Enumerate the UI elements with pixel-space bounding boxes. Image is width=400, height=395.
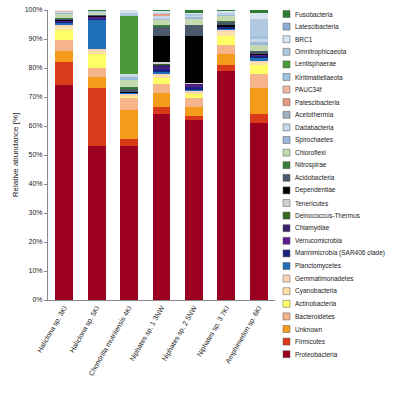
svg-text:Dadabacteria: Dadabacteria	[295, 124, 334, 131]
svg-text:Haliclona sp. 5KI: Haliclona sp. 5KI	[68, 305, 101, 355]
svg-text:Bacteroidetes: Bacteroidetes	[295, 313, 335, 320]
svg-text:Unknown: Unknown	[295, 326, 322, 333]
svg-text:Nitrospirae: Nitrospirae	[295, 161, 327, 169]
svg-text:80%: 80%	[29, 64, 43, 71]
svg-text:Chlamydiae: Chlamydiae	[295, 224, 330, 232]
svg-text:Deinococcus-Thermus: Deinococcus-Thermus	[295, 212, 361, 219]
svg-text:90%: 90%	[29, 35, 43, 42]
svg-text:Acetothermia: Acetothermia	[295, 111, 334, 118]
svg-text:Amphimedon sp. 6KI: Amphimedon sp. 6KI	[224, 305, 263, 365]
svg-text:60%: 60%	[29, 122, 43, 129]
svg-text:Niphates sp. 2 5NW: Niphates sp. 2 5NW	[161, 304, 199, 362]
svg-text:Tenericutes: Tenericutes	[295, 200, 329, 207]
svg-text:Latescibacteria: Latescibacteria	[295, 23, 339, 30]
svg-text:Firmicutes: Firmicutes	[295, 338, 326, 345]
svg-text:40%: 40%	[29, 180, 43, 187]
svg-text:BRC1: BRC1	[295, 36, 313, 43]
svg-text:Haliclona sp. 3KI: Haliclona sp. 3KI	[36, 305, 69, 355]
svg-text:Verrucomicrobia: Verrucomicrobia	[295, 237, 342, 244]
svg-text:20%: 20%	[29, 238, 43, 245]
svg-text:Kiritimatiellaeota: Kiritimatiellaeota	[295, 74, 343, 81]
svg-text:Chondrilla mutrilensis 4KI: Chondrilla mutrilensis 4KI	[87, 305, 133, 377]
svg-text:Niphates sp. 3 7KI: Niphates sp. 3 7KI	[196, 305, 232, 359]
svg-text:Acidobacteria: Acidobacteria	[295, 174, 335, 181]
svg-text:Actinobacteria: Actinobacteria	[295, 300, 337, 307]
svg-text:30%: 30%	[29, 209, 43, 216]
svg-text:Dependentiae: Dependentiae	[295, 186, 336, 194]
svg-text:Proteobacteria: Proteobacteria	[295, 351, 338, 358]
svg-text:Gemmatimonadetes: Gemmatimonadetes	[295, 275, 354, 282]
svg-text:Fusobacteria: Fusobacteria	[295, 11, 333, 18]
svg-text:70%: 70%	[29, 93, 43, 100]
svg-text:Omnitrophicaeota: Omnitrophicaeota	[295, 48, 347, 56]
svg-text:Planctomycetes: Planctomycetes	[295, 262, 342, 270]
svg-text:Cyanobacteria: Cyanobacteria	[295, 287, 337, 295]
svg-text:Spirochaetes: Spirochaetes	[295, 136, 334, 144]
svg-text:Niphates sp. 1 3NW: Niphates sp. 1 3NW	[128, 304, 166, 362]
svg-text:0%: 0%	[32, 296, 42, 303]
svg-text:Marinimicrobia (SAR406 clade): Marinimicrobia (SAR406 clade)	[295, 249, 385, 257]
svg-text:Chloroflexi: Chloroflexi	[295, 149, 326, 156]
svg-text:Relative abundance [%]: Relative abundance [%]	[11, 113, 20, 198]
svg-text:100%: 100%	[25, 6, 43, 13]
svg-text:50%: 50%	[29, 151, 43, 158]
svg-text:PAUC34f: PAUC34f	[295, 86, 322, 93]
svg-text:10%: 10%	[29, 267, 43, 274]
svg-text:Patescibacteria: Patescibacteria	[295, 99, 340, 106]
svg-text:Lentisphaerae: Lentisphaerae	[295, 60, 337, 68]
